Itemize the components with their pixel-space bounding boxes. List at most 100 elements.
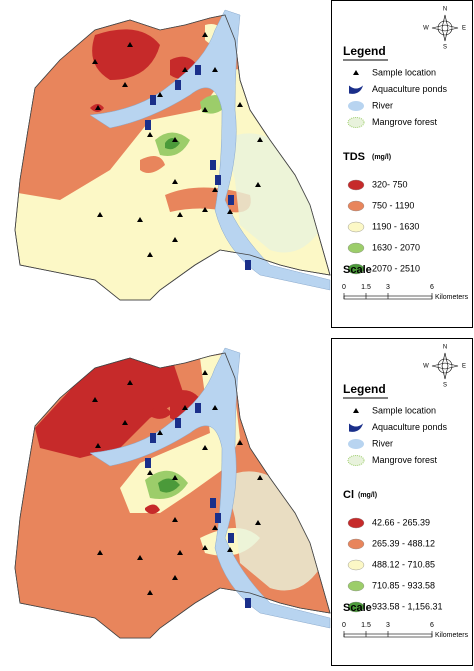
class-swatch (347, 601, 365, 613)
sample-location (97, 212, 103, 217)
pond (175, 418, 181, 428)
pond (245, 598, 251, 608)
sample-location (202, 32, 208, 37)
scale-tick-label: 6 (430, 622, 434, 629)
legend-symbol (348, 101, 364, 111)
pond (145, 120, 151, 130)
class-label: 1190 - 1630 (372, 221, 419, 231)
pond (150, 433, 156, 443)
legend-symbol (348, 439, 364, 449)
sample-location (172, 137, 178, 142)
sample-location (227, 547, 233, 552)
sample-location (257, 137, 263, 142)
sample-location (202, 445, 208, 450)
legend-title: Legend (343, 44, 386, 58)
zone (35, 353, 185, 458)
sample-location (172, 179, 178, 184)
variable-name: Cl (343, 489, 354, 501)
legend-item: River (372, 100, 393, 110)
sample-location (182, 405, 188, 410)
class-swatch (347, 200, 365, 212)
sample-location (255, 520, 261, 525)
zone (140, 156, 165, 174)
sample-location (202, 370, 208, 375)
sample-location (147, 590, 153, 595)
legend-symbol (353, 408, 359, 413)
sample-location (255, 182, 261, 187)
sample-location (122, 82, 128, 87)
sample-location (202, 545, 208, 550)
class-label: 750 - 1190 (372, 200, 414, 210)
sample-location (95, 105, 101, 110)
pond (210, 160, 216, 170)
pond (195, 65, 201, 75)
sample-location (157, 430, 163, 435)
land-outline (14, 14, 331, 301)
sample-location (147, 470, 153, 475)
sample-location (127, 380, 133, 385)
compass-e: E (462, 364, 466, 370)
sample-location (237, 440, 243, 445)
pond (150, 95, 156, 105)
sample-location (172, 237, 178, 242)
sample-location (212, 187, 218, 192)
pond (145, 458, 151, 468)
class-swatch (347, 179, 365, 191)
class-swatch (347, 559, 365, 571)
sample-location (177, 550, 183, 555)
sample-location (137, 555, 143, 560)
class-swatch (347, 580, 365, 592)
legend-item: Mangrove forest (372, 455, 438, 465)
class-label: 42.66 - 265.39 (372, 517, 430, 527)
compass (431, 352, 459, 380)
class-swatch (347, 263, 365, 275)
class-label: 265.39 - 488.12 (372, 538, 435, 548)
zone (150, 406, 172, 419)
compass-w: W (423, 364, 429, 370)
scale-tick-label: 3 (386, 284, 390, 291)
sample-location (202, 207, 208, 212)
legend-title: Legend (343, 382, 386, 396)
zone (145, 504, 160, 514)
sample-location (202, 107, 208, 112)
class-label: 1630 - 2070 (372, 242, 420, 252)
class-swatch (347, 538, 365, 550)
pond (175, 80, 181, 90)
sample-location (147, 252, 153, 257)
sample-location (147, 132, 153, 137)
legend-symbol (349, 85, 363, 94)
compass-n: N (443, 7, 447, 13)
zone (92, 29, 160, 80)
sample-location (257, 475, 263, 480)
sample-location (227, 209, 233, 214)
sample-location (172, 475, 178, 480)
compass-ring (437, 358, 453, 374)
variable-unit: (mg/l) (372, 154, 391, 161)
class-label: 710.85 - 933.58 (372, 580, 435, 590)
river (89, 347, 331, 629)
sample-location (172, 517, 178, 522)
scale-tick-label: 6 (430, 284, 434, 291)
pond (210, 498, 216, 508)
variable-unit: (mg/l) (358, 492, 377, 499)
zone (158, 478, 180, 493)
panel: N S E W Legend Sample location Aquaculture pon… (14, 338, 473, 666)
compass-s: S (443, 45, 447, 51)
scale-tick-label: 1.5 (361, 284, 371, 291)
scale-tick-label: 0 (342, 622, 346, 629)
class-label: 488.12 - 710.85 (372, 559, 435, 569)
legend-item: Sample location (372, 67, 436, 77)
sample-location (212, 525, 218, 530)
pond (245, 260, 251, 270)
variable-name: TDS (343, 151, 365, 163)
class-swatch (347, 242, 365, 254)
pond (228, 533, 234, 543)
compass (431, 14, 459, 42)
class-swatch (347, 517, 365, 529)
legend-item: Mangrove forest (372, 117, 438, 127)
class-label: 320- 750 (372, 179, 408, 189)
sample-location (127, 42, 133, 47)
zone (165, 187, 251, 213)
pond (215, 513, 221, 523)
